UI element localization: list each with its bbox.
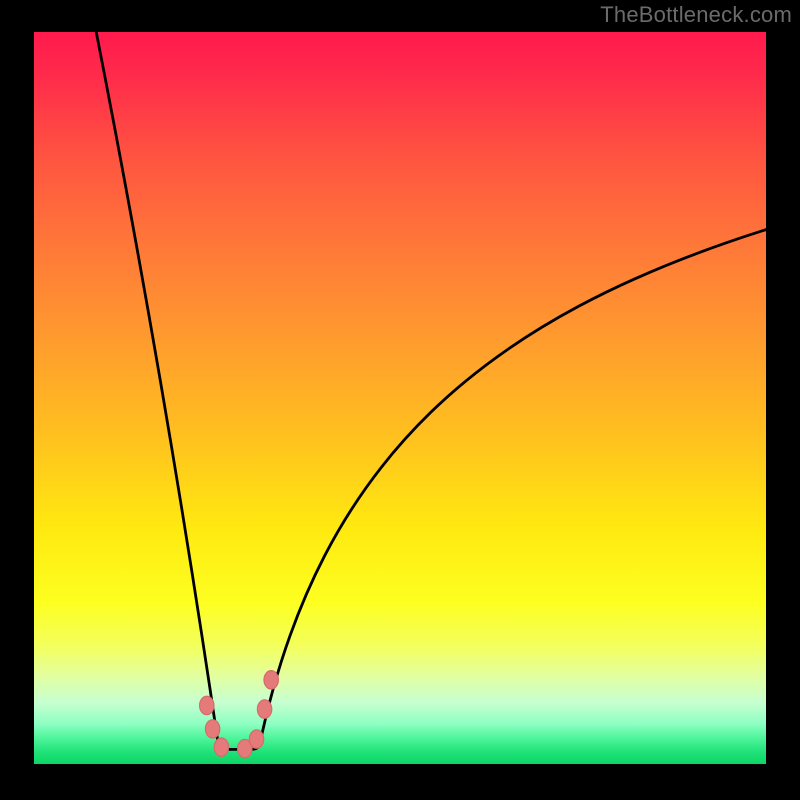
- marker-point: [205, 720, 219, 738]
- marker-point: [257, 700, 271, 718]
- watermark-text: TheBottleneck.com: [600, 2, 792, 28]
- marker-point: [249, 730, 263, 748]
- gradient-panel: [34, 32, 766, 764]
- marker-point: [264, 671, 278, 689]
- marker-point: [214, 738, 228, 756]
- marker-point: [200, 696, 214, 714]
- chart-container: TheBottleneck.com: [0, 0, 800, 800]
- bottleneck-chart: [0, 0, 800, 800]
